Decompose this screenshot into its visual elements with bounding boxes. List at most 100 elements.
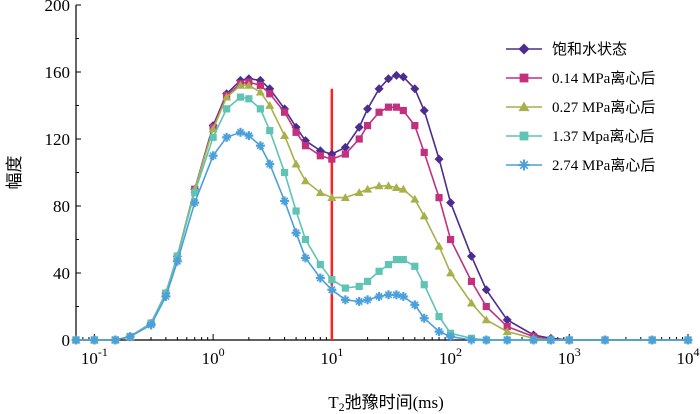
x-axis-title-main: T bbox=[328, 393, 339, 412]
x-tick-label-exponent: -1 bbox=[98, 345, 108, 359]
data-point bbox=[466, 335, 476, 345]
data-point-stroke bbox=[173, 257, 182, 265]
data-point-stroke bbox=[341, 296, 350, 304]
data-point bbox=[391, 70, 401, 80]
data-point bbox=[546, 335, 556, 345]
data-point bbox=[683, 335, 693, 345]
legend-item: 饱和水状态 bbox=[506, 41, 627, 58]
data-point bbox=[466, 251, 476, 261]
data-point bbox=[467, 277, 476, 285]
data-point bbox=[481, 335, 491, 345]
legend-swatch-marker bbox=[518, 43, 530, 55]
y-tick-label: 120 bbox=[45, 130, 71, 149]
data-point bbox=[410, 84, 420, 94]
y-tick-label: 0 bbox=[62, 331, 71, 350]
data-point-stroke bbox=[392, 291, 401, 299]
data-point bbox=[190, 198, 200, 208]
data-point bbox=[363, 295, 373, 305]
data-point bbox=[89, 335, 99, 345]
data-point bbox=[125, 332, 135, 342]
data-point bbox=[291, 159, 301, 168]
data-point-stroke bbox=[684, 336, 692, 344]
series-4 bbox=[71, 127, 693, 345]
x-tick-label-exponent: 4 bbox=[694, 345, 700, 359]
x-tick-label: 10-1 bbox=[81, 345, 108, 368]
data-point-stroke bbox=[222, 133, 231, 142]
data-point bbox=[375, 267, 383, 275]
data-point bbox=[647, 335, 657, 345]
data-point bbox=[411, 122, 419, 130]
x-tick-label-base: 10 bbox=[439, 349, 456, 368]
data-point bbox=[419, 313, 429, 323]
data-point bbox=[446, 198, 456, 208]
data-point bbox=[435, 194, 443, 202]
data-point bbox=[316, 152, 324, 160]
data-point-stroke bbox=[209, 152, 217, 160]
data-point-stroke bbox=[292, 229, 300, 237]
data-point bbox=[529, 335, 539, 345]
data-point bbox=[419, 106, 429, 116]
data-point bbox=[411, 262, 419, 270]
data-point bbox=[341, 150, 349, 158]
data-point-stroke bbox=[601, 336, 609, 344]
data-point bbox=[292, 128, 300, 136]
data-point bbox=[399, 106, 407, 115]
data-point bbox=[398, 72, 408, 82]
data-point bbox=[315, 188, 325, 196]
data-point bbox=[354, 188, 364, 196]
data-point-stroke bbox=[503, 336, 511, 344]
data-point bbox=[363, 277, 372, 285]
data-point bbox=[209, 133, 217, 141]
series-line bbox=[76, 81, 688, 341]
x-tick-label-base: 10 bbox=[677, 349, 694, 368]
data-point-stroke bbox=[363, 296, 372, 304]
data-point bbox=[420, 148, 428, 156]
data-point-stroke bbox=[411, 301, 419, 309]
data-point bbox=[315, 273, 325, 283]
data-point-stroke bbox=[256, 141, 265, 150]
data-point bbox=[340, 295, 350, 305]
legend-label: 2.74 MPa离心后 bbox=[552, 157, 655, 174]
data-point-stroke bbox=[384, 291, 393, 299]
data-point bbox=[354, 122, 364, 132]
data-point bbox=[291, 228, 301, 238]
data-point bbox=[161, 291, 171, 301]
data-point bbox=[292, 207, 300, 215]
data-point bbox=[222, 92, 232, 101]
x-axis-title-subscript: 2 bbox=[339, 400, 345, 414]
data-point bbox=[355, 135, 363, 143]
legend-label: 1.37 Mpa离心后 bbox=[552, 128, 655, 145]
y-axis-title: 幅度 bbox=[5, 156, 24, 190]
data-point-stroke bbox=[316, 274, 325, 282]
x-tick-label-base: 10 bbox=[202, 349, 219, 368]
data-point-stroke bbox=[191, 198, 199, 207]
data-point-stroke bbox=[399, 292, 408, 301]
data-point bbox=[235, 127, 245, 137]
data-point bbox=[222, 132, 232, 142]
data-point bbox=[410, 194, 420, 203]
data-point bbox=[434, 241, 444, 250]
data-point bbox=[383, 290, 393, 300]
data-point bbox=[208, 151, 218, 161]
x-tick-label: 103 bbox=[558, 345, 581, 368]
data-point bbox=[255, 141, 265, 151]
x-axis-title: T2弛豫时间(ms) bbox=[328, 393, 444, 414]
data-point bbox=[71, 335, 81, 345]
y-tick-label: 160 bbox=[45, 63, 71, 82]
data-point bbox=[266, 90, 274, 98]
data-point bbox=[482, 302, 490, 311]
legend-swatch-marker bbox=[518, 159, 530, 171]
data-point bbox=[600, 335, 610, 345]
legend-item: 1.37 Mpa离心后 bbox=[506, 128, 655, 145]
data-point-stroke bbox=[126, 332, 134, 341]
data-point bbox=[235, 80, 245, 89]
y-tick-label: 80 bbox=[53, 197, 70, 216]
data-point bbox=[256, 81, 264, 89]
legend-item: 2.74 MPa离心后 bbox=[506, 157, 655, 174]
data-point bbox=[419, 211, 429, 220]
data-point bbox=[398, 184, 408, 193]
data-point-stroke bbox=[482, 336, 491, 344]
data-point bbox=[435, 312, 443, 321]
